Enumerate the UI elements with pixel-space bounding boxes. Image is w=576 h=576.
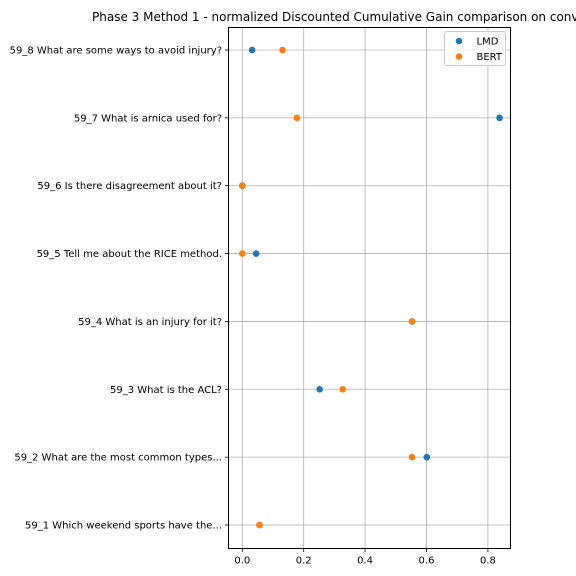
legend: LMD BERT [444, 31, 506, 66]
point-bert [408, 318, 416, 325]
legend-label-bert: BERT [477, 52, 503, 63]
y-tick-label: 59_8 What are some ways to avoid injury? [10, 46, 222, 57]
point-bert [279, 46, 286, 54]
y-tick-label: 59_5 Tell me about the RICE method. [37, 249, 222, 260]
point-bert [239, 182, 246, 190]
legend-marker-bert [455, 53, 463, 60]
point-bert [339, 385, 346, 393]
point-bert [239, 250, 246, 257]
legend-label-lmd: LMD [477, 37, 499, 48]
x-axis: 0.0 0.2 0.4 0.6 0.8 [234, 548, 496, 567]
grid-lines [228, 27, 511, 549]
y-tick-label: 59_1 Which weekend sports have the... [25, 521, 222, 532]
point-lmd [248, 46, 256, 54]
y-tick-label: 59_6 Is there disagreement about it? [37, 181, 222, 192]
point-lmd [316, 385, 323, 393]
y-tick-label: 59_3 What is the ACL? [110, 385, 222, 396]
y-tick-label: 59_4 What is an injury for it? [78, 317, 222, 328]
y-tick-label: 59_7 What is arnica used for? [74, 113, 222, 124]
x-tick-label: 0.4 [357, 556, 373, 567]
point-bert [293, 114, 301, 122]
point-lmd [496, 114, 503, 122]
point-bert [256, 521, 263, 529]
point-bert [408, 453, 416, 461]
legend-marker-lmd [455, 37, 463, 45]
y-axis: 59_1 Which weekend sports have the... 59_… [10, 46, 229, 532]
y-tick-label: 59_2 What are the most common types... [14, 453, 222, 464]
point-lmd [423, 453, 431, 461]
x-tick-label: 0.0 [234, 556, 250, 567]
plot-area [228, 27, 511, 549]
chart-title: Phase 3 Method 1 - normalized Discounted… [92, 10, 576, 24]
point-lmd [252, 250, 260, 257]
x-tick-label: 0.8 [480, 556, 496, 567]
data-points [239, 46, 503, 529]
x-tick-label: 0.2 [296, 556, 312, 567]
x-tick-label: 0.6 [419, 556, 435, 567]
